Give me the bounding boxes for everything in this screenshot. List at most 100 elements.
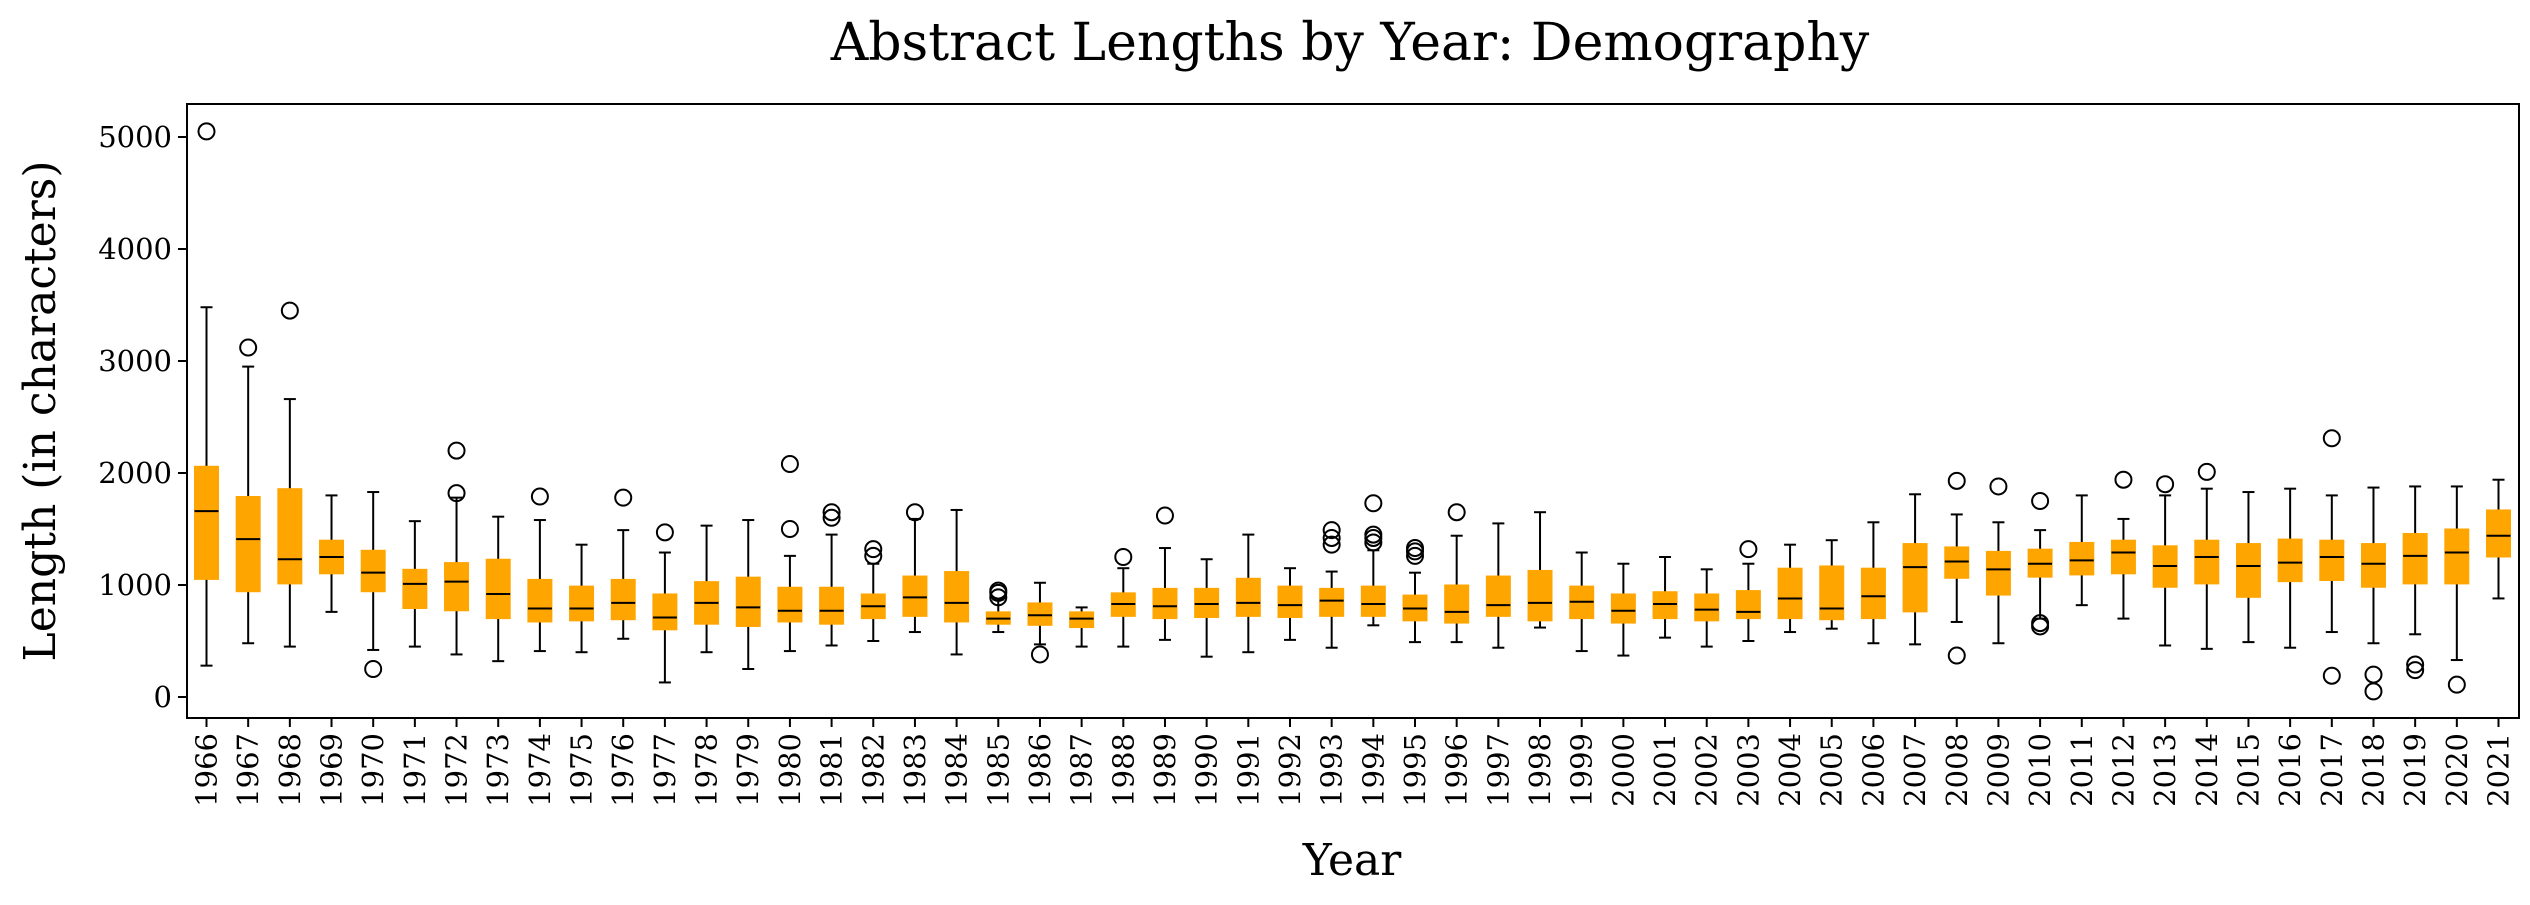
box-1981 xyxy=(819,503,845,647)
x-tick-label: 1989 xyxy=(1148,733,1182,807)
outlier-point xyxy=(1406,539,1425,558)
iqr-box xyxy=(1027,602,1053,626)
box-1994 xyxy=(1360,494,1386,627)
x-tick-label: 2004 xyxy=(1773,733,1807,807)
box-2017 xyxy=(2319,429,2345,685)
box-1977 xyxy=(652,523,678,684)
outlier-point xyxy=(614,488,633,507)
x-tick-label: 1977 xyxy=(648,733,682,807)
outlier-point xyxy=(2322,429,2341,448)
x-tick-label: 1988 xyxy=(1106,733,1140,807)
x-tick-label: 1996 xyxy=(1440,733,1474,807)
outlier-point xyxy=(989,581,1008,600)
outlier-point xyxy=(1947,646,1966,665)
outlier-point xyxy=(1739,540,1758,559)
iqr-box xyxy=(1360,585,1386,617)
x-tick-label: 2007 xyxy=(1898,733,1932,807)
box-1987 xyxy=(1069,606,1095,648)
iqr-box xyxy=(2402,532,2428,585)
iqr-box xyxy=(1735,590,1761,620)
iqr-box xyxy=(1527,569,1553,622)
iqr-box xyxy=(819,586,845,625)
box-1973 xyxy=(485,515,511,663)
box-2006 xyxy=(1860,521,1886,645)
box-1993 xyxy=(1319,521,1345,649)
iqr-box xyxy=(944,571,970,623)
x-tick-label: 2021 xyxy=(2482,733,2516,807)
x-tick-label: 2005 xyxy=(1815,733,1849,807)
x-tick-label: 2018 xyxy=(2356,733,2390,807)
x-tick-label: 2009 xyxy=(1981,733,2015,807)
x-tick-label: 2016 xyxy=(2273,733,2307,807)
plot-frame xyxy=(186,103,2520,719)
outlier-point xyxy=(1322,521,1341,540)
outlier-point xyxy=(2114,470,2133,489)
box-1970 xyxy=(360,491,386,678)
outlier-point xyxy=(1406,546,1425,565)
iqr-box xyxy=(194,465,219,580)
iqr-box xyxy=(2069,541,2095,576)
x-tick-label: 1998 xyxy=(1523,733,1557,807)
outlier-point xyxy=(2322,666,2341,685)
box-1969 xyxy=(319,494,345,613)
outlier-point xyxy=(1364,494,1383,513)
x-tick-label: 2013 xyxy=(2148,733,2182,807)
outlier-point xyxy=(989,588,1008,607)
outlier-point xyxy=(1322,535,1341,554)
x-tick-label: 1980 xyxy=(773,733,807,807)
iqr-box xyxy=(1485,575,1511,617)
x-tick-label: 1997 xyxy=(1481,733,1515,807)
iqr-box xyxy=(1694,593,1720,622)
outlier-point xyxy=(2364,682,2383,701)
x-tick-label: 1973 xyxy=(481,733,515,807)
y-tick-label: 5000 xyxy=(98,120,172,154)
iqr-box xyxy=(1069,611,1095,629)
box-1968 xyxy=(277,301,303,648)
outlier-point xyxy=(1989,477,2008,496)
x-tick-label: 1999 xyxy=(1565,733,1599,807)
y-axis-label: Length (in characters) xyxy=(15,161,66,662)
iqr-box xyxy=(1860,567,1886,620)
x-tick-label: 1985 xyxy=(981,733,1015,807)
box-1996 xyxy=(1444,503,1470,644)
x-tick-label: 1991 xyxy=(1231,733,1265,807)
iqr-box xyxy=(2319,539,2345,582)
iqr-box xyxy=(2360,543,2386,588)
outlier-point xyxy=(1114,548,1133,566)
outlier-point xyxy=(1364,533,1383,552)
x-axis: 1966 1967 1968 1969 1970 1971 1972 1973 1974 1975… xyxy=(190,718,2516,807)
box-1997 xyxy=(1485,522,1511,649)
iqr-box xyxy=(527,578,553,623)
x-tick-label: 2012 xyxy=(2106,733,2140,807)
iqr-box xyxy=(1194,587,1220,618)
box-2007 xyxy=(1902,493,1928,646)
box-2012 xyxy=(2110,470,2136,620)
x-tick-label: 2019 xyxy=(2398,733,2432,807)
outlier-point xyxy=(197,122,216,141)
outlier-point xyxy=(2031,492,2050,510)
iqr-box xyxy=(402,568,428,610)
iqr-box xyxy=(485,558,511,620)
iqr-box xyxy=(2110,539,2136,575)
iqr-box xyxy=(777,586,803,623)
outlier-point xyxy=(780,455,799,474)
box-1982 xyxy=(860,540,886,642)
iqr-box xyxy=(1152,587,1178,620)
box-1971 xyxy=(402,520,428,648)
iqr-box xyxy=(2486,509,2511,558)
x-tick-label: 1966 xyxy=(190,733,224,807)
outlier-point xyxy=(864,546,883,565)
box-2009 xyxy=(1985,477,2011,645)
outlier-point xyxy=(655,523,674,542)
x-tick-label: 1995 xyxy=(1398,733,1432,807)
y-tick-label: 2000 xyxy=(98,456,172,490)
box-1985 xyxy=(985,581,1011,634)
box-1988 xyxy=(1110,548,1136,648)
boxes-layer xyxy=(194,122,2511,701)
x-tick-label: 1975 xyxy=(565,733,599,807)
outlier-point xyxy=(1155,506,1174,525)
outlier-point xyxy=(280,301,299,320)
box-2018 xyxy=(2360,486,2386,701)
box-1974 xyxy=(527,487,553,653)
x-tick-label: 1982 xyxy=(856,733,890,807)
